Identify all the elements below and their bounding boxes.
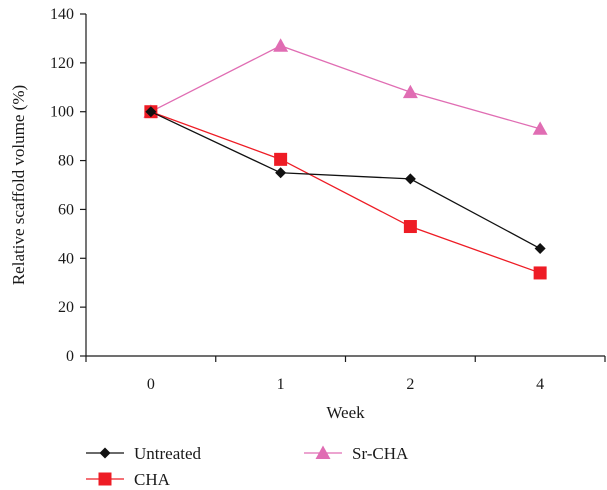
y-tick-label: 80 — [58, 153, 74, 170]
legend-item: CHA — [86, 470, 171, 489]
legend-marker — [315, 445, 331, 459]
legend-item: Sr-CHA — [304, 444, 409, 463]
x-tick-label: 4 — [536, 376, 544, 393]
series-sr-cha — [143, 38, 548, 135]
y-axis-ticks: 0 20 40 60 80 100 120 140 — [50, 6, 86, 365]
legend-label: CHA — [134, 470, 171, 489]
series-line — [150, 111, 541, 274]
data-point — [534, 243, 546, 255]
legend-label: Sr-CHA — [352, 444, 409, 463]
data-point — [273, 38, 289, 52]
data-point — [532, 121, 548, 135]
data-point — [145, 106, 157, 118]
legend-marker — [99, 447, 111, 459]
data-point — [274, 152, 288, 166]
series-cha — [144, 105, 547, 280]
y-tick-label: 140 — [50, 6, 74, 23]
y-tick-label: 20 — [58, 299, 74, 316]
data-point — [402, 84, 418, 99]
plot-area — [143, 38, 548, 280]
y-tick-label: 0 — [66, 348, 74, 365]
x-tick-label: 1 — [277, 376, 285, 393]
legend-item: Untreated — [86, 444, 202, 463]
series-line — [150, 111, 541, 250]
x-axis-title: Week — [326, 403, 365, 422]
series-line — [150, 45, 541, 130]
legend-label: Untreated — [134, 444, 202, 463]
legend-marker — [98, 472, 112, 486]
data-point — [533, 266, 547, 280]
x-tick-label: 2 — [406, 376, 414, 393]
data-point — [403, 220, 417, 234]
y-tick-label: 60 — [58, 201, 74, 218]
series-untreated — [145, 106, 546, 255]
y-tick-label: 100 — [50, 104, 74, 121]
data-point — [404, 173, 416, 185]
x-tick-label: 0 — [147, 376, 155, 393]
x-axis-ticks: 0 1 2 4 — [85, 356, 606, 393]
y-tick-label: 40 — [58, 250, 74, 267]
data-point — [275, 167, 287, 179]
axes — [85, 14, 605, 357]
y-axis-title: Relative scaffold volume (%) — [9, 85, 28, 285]
legend: Untreated CHA Sr-CHA — [86, 444, 409, 489]
y-tick-label: 120 — [50, 55, 74, 72]
